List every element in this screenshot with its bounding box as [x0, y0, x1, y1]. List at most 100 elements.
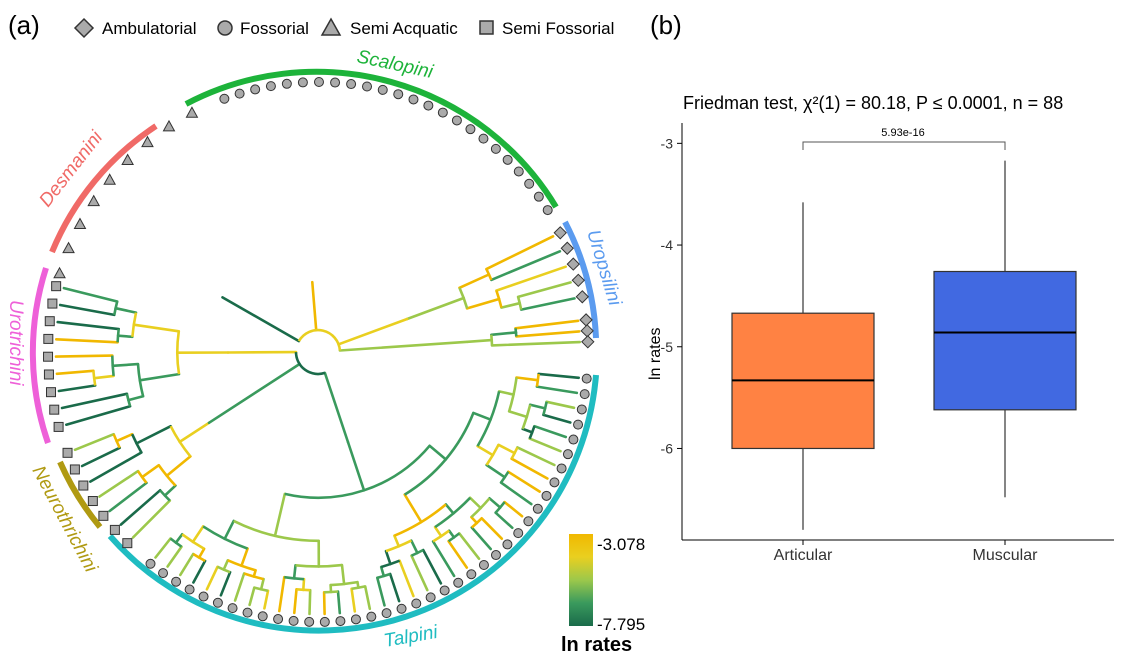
tree-branch	[137, 426, 171, 443]
legend-item-semi-acquatic: Semi Acquatic	[322, 19, 458, 38]
tree-branch	[153, 149, 222, 234]
tree-branch	[509, 411, 527, 417]
tree-branch	[472, 528, 491, 550]
tree-branch	[487, 465, 505, 477]
semi-fossorial-tip-icon	[48, 299, 57, 308]
x-tick-label: Articular	[774, 547, 833, 564]
tree-branch	[117, 434, 133, 441]
tree-branch	[296, 352, 325, 374]
tree-branch	[338, 592, 340, 614]
tree-branch	[221, 572, 230, 595]
tree-branch	[517, 447, 554, 465]
semi-aquatic-tip-icon	[88, 196, 99, 206]
fossorial-tip-icon	[251, 85, 260, 94]
tree-branch	[288, 92, 301, 204]
tree-branch	[300, 212, 303, 231]
tree-branch	[226, 247, 237, 259]
tree-branch	[393, 214, 396, 220]
tree-branch	[224, 560, 228, 569]
fossorial-tip-icon	[514, 167, 523, 176]
tree-branch	[303, 579, 304, 590]
tree-branch	[386, 551, 390, 564]
tree-branch	[414, 243, 420, 249]
fossorial-tip-icon	[336, 617, 345, 626]
tree-branch	[382, 225, 412, 246]
tree-branch	[279, 577, 284, 611]
fossorial-tip-icon	[409, 95, 418, 104]
box-rect	[934, 271, 1076, 409]
panel-a: (a) Ambulatorial Fossorial Semi Acquatic…	[5, 10, 645, 656]
ambulatorial-tip-icon	[572, 274, 584, 286]
tree-branch	[460, 275, 489, 288]
semi-fossorial-tip-icon	[44, 352, 53, 361]
fossorial-tip-icon	[331, 78, 340, 87]
tree-branch	[512, 459, 548, 479]
tree-branch	[456, 242, 465, 255]
tree-branch	[373, 229, 379, 241]
tree-branch	[303, 90, 309, 203]
fossorial-tip-icon	[479, 560, 488, 569]
semi-fossorial-tip-icon	[54, 422, 63, 431]
colorbar-gradient	[569, 534, 593, 626]
tree-branch	[399, 241, 419, 258]
bracket-line	[803, 142, 1005, 150]
tree-branch	[212, 288, 213, 289]
tree-branch	[180, 554, 193, 575]
tree-branch	[113, 364, 138, 366]
semi-aquatic-tip-icon	[63, 243, 74, 253]
tree-branch	[354, 98, 381, 209]
fossorial-tip-icon	[491, 144, 500, 153]
semi-aquatic-tip-icon	[74, 219, 85, 229]
tree-branch	[547, 402, 574, 408]
fossorial-tip-icon	[503, 540, 512, 549]
tree-branch	[225, 521, 234, 539]
panel-b: (b) Friedman test, χ²(1) = 80.18, P ≤ 0.…	[647, 10, 1114, 564]
tree-branch	[128, 396, 143, 400]
tree-branch	[56, 356, 112, 357]
circle-marker-icon	[218, 21, 232, 35]
fossorial-tip-icon	[289, 616, 298, 625]
tree-branch	[209, 364, 300, 423]
tree-branch	[57, 371, 94, 374]
tree-branch	[305, 203, 306, 211]
tree-branch	[334, 253, 341, 284]
semi-fossorial-tip-icon	[88, 497, 97, 506]
tree-branch	[361, 222, 362, 226]
tree-branch	[339, 319, 408, 344]
x-tick-label: Muscular	[973, 547, 1039, 564]
tree-branch	[468, 340, 492, 342]
tree-branch	[193, 526, 203, 542]
tree-branch	[264, 591, 268, 609]
tree-branch	[76, 252, 197, 302]
fossorial-tip-icon	[491, 551, 500, 560]
tree-branch	[340, 342, 468, 351]
tree-branch	[441, 241, 452, 254]
tree-branch	[516, 321, 579, 329]
fossorial-tip-icon	[394, 90, 403, 99]
tree-branch	[459, 533, 479, 558]
clade-label-desmanini: Desmanini	[35, 127, 107, 211]
tree-branch	[499, 445, 515, 453]
semi-aquatic-tip-icon	[186, 107, 197, 117]
fossorial-tip-icon	[213, 598, 222, 607]
ambulatorial-tip-icon	[580, 314, 592, 326]
fossorial-tip-icon	[557, 464, 566, 473]
tree-branch	[275, 494, 285, 536]
tree-branch	[142, 465, 159, 477]
legend-label: Semi Acquatic	[350, 19, 458, 38]
tree-branch	[310, 590, 311, 614]
tree-branch	[207, 567, 218, 590]
tree-branch	[412, 556, 428, 590]
fossorial-tip-icon	[525, 179, 534, 188]
fossorial-tip-icon	[228, 604, 237, 613]
tree-branch	[516, 331, 579, 336]
ambulatorial-tip-icon	[567, 258, 579, 270]
tree-branch	[452, 248, 461, 255]
fossorial-tip-icon	[363, 82, 372, 91]
tree-branch	[352, 589, 355, 612]
tree-branch	[486, 236, 553, 269]
tree-branch	[496, 513, 513, 528]
tree-branch	[140, 374, 179, 380]
fossorial-tip-icon	[172, 577, 181, 586]
tree-branch	[296, 233, 301, 259]
